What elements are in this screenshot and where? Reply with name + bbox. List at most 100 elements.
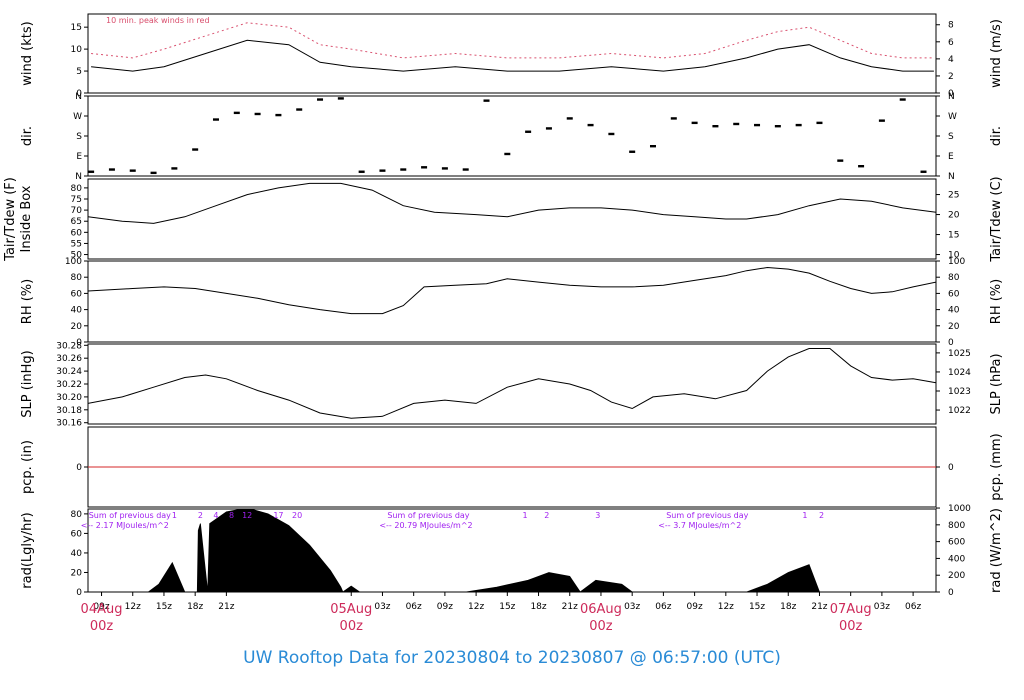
panel-rh: 0 20 40 60 80 100 0 20 40 60 80 100 RH (%) RH (%) (20, 257, 1004, 348)
direction-point (296, 108, 303, 111)
x-date-label: 07Aug (830, 602, 872, 617)
direction-point (858, 165, 865, 168)
direction-point (337, 97, 344, 100)
rh-line (88, 266, 936, 315)
x-date-label: 04Aug (81, 602, 123, 617)
panel-frame (87, 178, 937, 260)
radiation-sum-value: <-- 2.17 MJoules/m^2 (81, 521, 169, 530)
radiation-count: 2 (544, 511, 549, 520)
right-tick-label: 40 (948, 306, 960, 316)
x-tick-label: 06z (905, 602, 921, 612)
left-tick-label: 20 (71, 568, 83, 578)
direction-point (212, 118, 219, 121)
x-tick-label: 21z (218, 602, 234, 612)
left-tick-label: 30.16 (56, 419, 82, 429)
left-tick-label: 40 (71, 306, 83, 316)
x-date-label: 06Aug (580, 602, 622, 617)
right-tick-label: 1023 (948, 387, 971, 397)
direction-point (920, 170, 927, 173)
panel-data (91, 22, 934, 72)
x-tick-label: 18z (780, 602, 796, 612)
left-tick-label: 5 (76, 67, 82, 77)
x-date-time: 00z (839, 619, 863, 634)
direction-point (462, 168, 469, 171)
right-tick-label: 60 (948, 289, 960, 299)
direction-point (400, 168, 407, 171)
right-tick-label: 0 (948, 588, 954, 598)
left-tick-label: 60 (71, 529, 83, 539)
x-tick-label: 03z (374, 602, 390, 612)
x-tick-label: 12z (125, 602, 141, 612)
right-tick-label: 20 (948, 211, 960, 221)
left-tick-label: 30.26 (56, 354, 82, 364)
x-tick-label: 06z (406, 602, 422, 612)
right-tick-label: 0 (948, 463, 954, 473)
temp-line (88, 182, 936, 224)
x-date-time: 00z (90, 619, 114, 634)
ylabel-right: rad (W/m^2) (989, 508, 1004, 593)
right-tick-label: W (948, 112, 957, 122)
panel-frame (87, 95, 937, 177)
right-tick-label: 0 (948, 89, 954, 99)
left-tick-label: 30.20 (56, 393, 82, 403)
ylabel-left-2: Inside Box (19, 185, 34, 252)
x-tick-label: 03z (624, 602, 640, 612)
direction-point (421, 166, 428, 169)
radiation-count: 1 (172, 511, 177, 520)
left-tick-label: N (75, 172, 82, 182)
panel-data (147, 509, 820, 592)
direction-point (254, 112, 261, 116)
right-tick-label: 0 (948, 338, 954, 348)
radiation-count: 17 (273, 511, 283, 520)
left-tick-label: S (76, 132, 82, 142)
ylabel-left: rad(Lgly/hr) (20, 512, 35, 588)
left-tick-label: 15 (71, 23, 82, 33)
ylabel-left: SLP (inHg) (20, 350, 35, 418)
right-tick-label: S (948, 132, 954, 142)
x-date-time: 00z (589, 619, 613, 634)
x-tick-label: 21z (811, 602, 827, 612)
left-tick-label: 40 (71, 549, 83, 559)
right-tick-label: 8 (948, 21, 954, 31)
right-tick-label: 400 (948, 554, 965, 564)
right-tick-label: N (948, 172, 955, 182)
left-tick-label: 55 (71, 239, 82, 249)
wind-line (91, 39, 934, 72)
x-tick-label: 21z (562, 602, 578, 612)
x-tick-label: 12z (468, 602, 484, 612)
ylabel-left: pcp. (in) (20, 440, 35, 494)
ylabel-left: RH (%) (20, 279, 35, 324)
panel-slp: 30.16 30.18 30.20 30.22 30.24 30.26 30.28 1022 1… (20, 341, 1004, 428)
direction-point (233, 111, 240, 115)
radiation-sum-title: Sum of previous day (89, 511, 171, 520)
x-date-time: 00z (340, 619, 364, 634)
direction-point (358, 170, 365, 173)
left-tick-label: 100 (65, 257, 82, 267)
left-tick-label: 80 (71, 510, 83, 520)
left-tick-label: E (76, 152, 82, 162)
ylabel-left: dir. (20, 126, 35, 146)
ylabel-right: wind (m/s) (989, 19, 1004, 88)
radiation-sum-title: Sum of previous day (666, 511, 748, 520)
right-tick-label: 1024 (948, 368, 971, 378)
right-tick-label: 4 (948, 55, 954, 65)
radiation-count: 1 (802, 511, 807, 520)
radiation-count: 8 (229, 511, 234, 520)
radiation-count: 12 (242, 511, 252, 520)
wind-annotation: 10 min. peak winds in red (106, 16, 210, 25)
right-tick-label: 200 (948, 571, 965, 581)
right-tick-label: 20 (948, 322, 960, 332)
radiation-count: 3 (595, 511, 600, 520)
right-tick-label: 25 (948, 191, 959, 201)
radiation-area (147, 509, 820, 592)
direction-point (691, 121, 698, 125)
left-tick-label: 0 (76, 463, 82, 473)
x-tick-label: 15z (499, 602, 515, 612)
direction-point (171, 167, 178, 170)
direction-point (150, 171, 157, 175)
left-tick-label: 65 (71, 217, 82, 227)
left-tick-label: 50 (71, 251, 83, 261)
direction-point (816, 121, 823, 125)
direction-point (774, 125, 781, 128)
